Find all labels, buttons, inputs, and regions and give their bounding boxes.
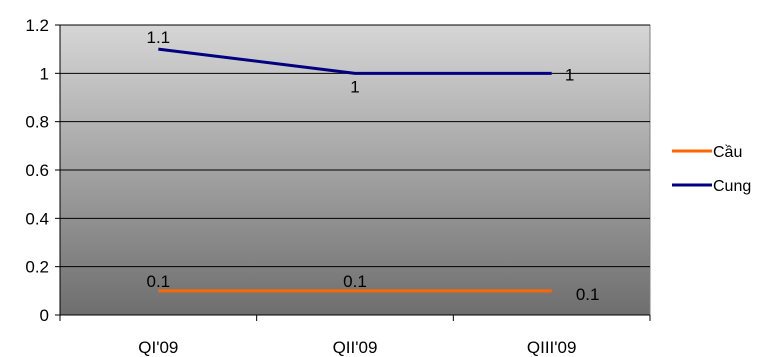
data-labels: 0.1 0.1 0.1 1.1 1 1 xyxy=(147,28,600,304)
x-tick-label: QIII'09 xyxy=(527,338,577,357)
y-tick-label: 1.2 xyxy=(25,16,49,35)
y-tick-label: 0.8 xyxy=(25,113,49,132)
legend-label: Cung xyxy=(713,178,751,195)
data-label: 1 xyxy=(565,65,574,84)
data-label: 0.1 xyxy=(343,272,367,291)
y-axis-ticks: 0 0.2 0.4 0.6 0.8 1 1.2 xyxy=(25,16,60,325)
series-lines xyxy=(158,47,552,293)
y-tick-label: 1 xyxy=(40,64,49,83)
data-label: 1.1 xyxy=(147,28,171,47)
legend-label: Cầu xyxy=(713,144,742,161)
y-tick-label: 0.6 xyxy=(25,161,49,180)
x-tick-label: QII'09 xyxy=(333,338,378,357)
x-tick-label: QI'09 xyxy=(138,338,178,357)
series-line xyxy=(158,47,552,75)
data-label: 0.1 xyxy=(147,272,171,291)
data-label: 1 xyxy=(350,77,359,96)
x-axis-ticks: QI'09 QII'09 QIII'09 xyxy=(59,315,651,357)
y-tick-label: 0.4 xyxy=(25,209,49,228)
legend: Cầu Cung xyxy=(672,144,751,195)
y-tick-label: 0 xyxy=(40,306,49,325)
data-label: 0.1 xyxy=(576,285,600,304)
y-tick-label: 0.2 xyxy=(25,258,49,277)
